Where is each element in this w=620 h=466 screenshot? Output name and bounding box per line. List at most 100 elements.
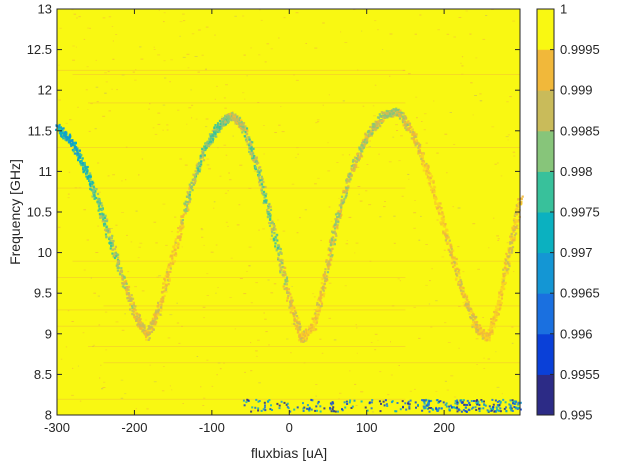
line-point: [372, 127, 375, 130]
bottom-noise-point: [311, 399, 314, 402]
noise-speck: [369, 260, 372, 262]
line-point: [107, 229, 110, 232]
line-point: [438, 212, 441, 215]
line-point: [393, 112, 396, 115]
bottom-noise-point: [395, 410, 398, 413]
line-point: [194, 173, 197, 176]
line-point: [308, 325, 311, 329]
line-point: [117, 259, 120, 262]
line-point: [250, 144, 253, 147]
bottom-noise-point: [497, 405, 500, 408]
line-point: [503, 277, 506, 280]
line-point: [129, 308, 132, 311]
line-point: [415, 135, 418, 138]
line-point: [218, 129, 221, 132]
line-point: [499, 303, 502, 307]
line-point: [220, 118, 224, 121]
noise-speck: [71, 394, 74, 396]
bottom-noise-point: [427, 403, 430, 406]
line-point: [276, 247, 279, 250]
line-point: [300, 337, 304, 340]
line-point: [324, 271, 327, 274]
line-point: [463, 304, 466, 307]
noise-speck: [296, 232, 299, 234]
noise-speck: [263, 153, 265, 155]
line-point: [171, 250, 174, 253]
noise-speck: [443, 249, 446, 251]
noise-speck: [231, 111, 234, 113]
bottom-noise-point: [323, 407, 326, 410]
noise-speck: [141, 290, 145, 292]
line-point: [502, 272, 505, 275]
line-point: [472, 323, 475, 326]
line-point: [392, 115, 395, 118]
heatmap-stripes: [57, 69, 520, 400]
noise-speck: [108, 16, 112, 18]
noise-speck: [239, 278, 243, 279]
line-point: [496, 313, 499, 316]
noise-speck: [115, 224, 118, 226]
noise-speck: [167, 337, 171, 339]
line-point: [512, 219, 516, 222]
line-point: [481, 337, 484, 340]
noise-speck: [393, 242, 396, 244]
line-point: [506, 272, 509, 275]
line-point: [313, 321, 316, 324]
noise-speck: [333, 339, 337, 341]
noise-speck: [191, 117, 193, 119]
line-point: [73, 152, 76, 155]
noise-speck: [124, 313, 126, 315]
line-point: [500, 302, 503, 305]
bottom-noise-point: [499, 407, 502, 410]
noise-speck: [255, 355, 258, 357]
line-point: [450, 251, 453, 254]
line-point: [504, 263, 507, 266]
line-point: [431, 187, 435, 190]
line-point: [261, 177, 264, 180]
line-point: [218, 119, 222, 122]
noise-speck: [475, 57, 478, 59]
line-point: [179, 225, 182, 228]
noise-speck: [243, 293, 247, 295]
line-point: [453, 256, 456, 259]
line-point: [319, 307, 322, 310]
line-point: [267, 206, 270, 210]
bottom-noise-point: [437, 408, 440, 411]
line-point: [441, 211, 444, 214]
line-point: [257, 177, 261, 180]
line-point: [504, 265, 507, 268]
bottom-noise-point: [478, 404, 481, 406]
line-point: [272, 223, 275, 226]
line-point: [240, 128, 243, 131]
bottom-noise-point: [493, 410, 496, 413]
noise-speck: [398, 365, 400, 366]
bottom-noise-point: [509, 408, 512, 411]
noise-speck: [357, 69, 359, 71]
line-point: [169, 262, 172, 265]
line-point: [74, 141, 77, 145]
line-point: [191, 189, 194, 192]
line-point: [198, 161, 201, 164]
noise-speck: [83, 209, 86, 211]
noise-speck: [263, 125, 265, 126]
line-point: [448, 239, 451, 242]
noise-speck: [413, 227, 416, 229]
line-point: [519, 197, 522, 200]
line-point: [368, 134, 371, 137]
noise-speck: [219, 368, 222, 370]
line-point: [128, 295, 131, 299]
bottom-noise-point: [478, 407, 480, 410]
bottom-noise-point: [246, 398, 249, 401]
line-point: [493, 319, 496, 322]
line-point: [244, 125, 247, 128]
noise-speck: [99, 377, 101, 379]
bottom-noise-point: [258, 400, 261, 402]
line-point: [456, 274, 459, 277]
noise-speck: [493, 217, 495, 219]
stripe-line: [57, 277, 406, 278]
noise-speck: [359, 200, 363, 202]
y-tick-label: 13: [38, 2, 52, 17]
line-point: [321, 288, 324, 291]
line-point: [488, 336, 491, 339]
line-point: [75, 152, 78, 155]
